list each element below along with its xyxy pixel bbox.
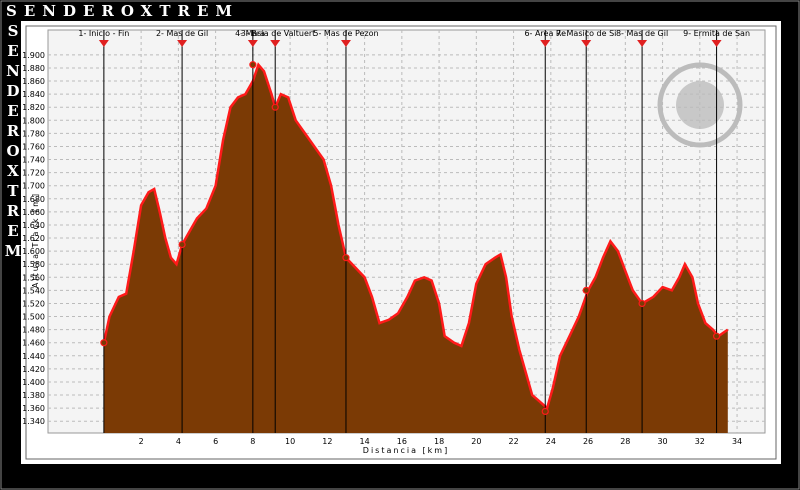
y-tick-label: 1.660 bbox=[22, 208, 45, 217]
y-tick-label: 1.880 bbox=[22, 64, 45, 73]
y-tick-label: 1.520 bbox=[22, 299, 45, 308]
y-tick-label: 1.800 bbox=[22, 116, 45, 125]
elevation-line bbox=[102, 62, 729, 411]
y-tick-label: 1.640 bbox=[22, 221, 45, 230]
waypoint-label: 9- Ermita de San bbox=[683, 29, 750, 38]
elevation-area bbox=[103, 64, 728, 433]
x-tick-label: 6 bbox=[213, 437, 218, 446]
y-tick-label: 1.580 bbox=[22, 260, 45, 269]
y-tick-label: 1.440 bbox=[22, 352, 45, 361]
x-tick-label: 22 bbox=[508, 437, 518, 446]
x-tick-label: 8 bbox=[250, 437, 255, 446]
brand-vertical: SENDEROXTREM bbox=[4, 22, 22, 262]
waypoint-flag bbox=[340, 40, 351, 47]
waypoint-flag bbox=[270, 40, 281, 47]
waypoint-marker bbox=[582, 286, 590, 294]
brand-title: SENDEROXTREM bbox=[6, 2, 239, 20]
waypoint-label: 2- Mas de Gil bbox=[156, 29, 208, 38]
x-tick-label: 4 bbox=[176, 437, 181, 446]
y-tick-label: 1.760 bbox=[22, 142, 45, 151]
waypoint-label: 7- Masico de Si bbox=[556, 29, 616, 38]
waypoint-label: 5- Mas de Pezon bbox=[313, 29, 378, 38]
x-tick-label: 34 bbox=[732, 437, 742, 446]
y-tick-label: 1.360 bbox=[22, 404, 45, 413]
waypoint-label: 4- Masia de Valtuert bbox=[235, 29, 315, 38]
y-tick-label: 1.620 bbox=[22, 234, 45, 243]
y-tick-label: 1.840 bbox=[22, 90, 45, 99]
waypoint-label: 6- Area Re bbox=[524, 29, 566, 38]
y-tick-label: 1.560 bbox=[22, 273, 45, 282]
y-tick-label: 1.600 bbox=[22, 247, 45, 256]
x-tick-label: 10 bbox=[285, 437, 295, 446]
y-tick-label: 1.480 bbox=[22, 326, 45, 335]
y-tick-label: 1.720 bbox=[22, 169, 45, 178]
y-tick-label: 1.420 bbox=[22, 365, 45, 374]
x-tick-label: 28 bbox=[620, 437, 630, 446]
waypoint-flag bbox=[247, 40, 258, 47]
waypoint-label: 8- Mas de Gil bbox=[616, 29, 668, 38]
y-tick-label: 1.860 bbox=[22, 77, 45, 86]
waypoint-flag bbox=[581, 40, 592, 47]
y-tick-label: 1.460 bbox=[22, 339, 45, 348]
waypoint-marker bbox=[249, 61, 257, 69]
x-tick-label: 26 bbox=[583, 437, 593, 446]
y-tick-label: 1.740 bbox=[22, 156, 45, 165]
x-tick-label: 30 bbox=[657, 437, 667, 446]
waypoint-flag bbox=[711, 40, 722, 47]
x-tick-label: 20 bbox=[471, 437, 481, 446]
y-tick-label: 1.340 bbox=[22, 417, 45, 426]
waypoint-flag bbox=[637, 40, 648, 47]
waypoint-marker bbox=[178, 240, 186, 249]
waypoint-marker bbox=[638, 299, 646, 308]
waypoint-label: 3- Bra bbox=[241, 29, 265, 38]
y-tick-label: 1.400 bbox=[22, 378, 45, 387]
waypoint-marker bbox=[712, 332, 721, 340]
y-tick-label: 1.380 bbox=[22, 391, 45, 400]
waypoint-flag bbox=[177, 40, 188, 47]
y-tick-label: 1.700 bbox=[22, 182, 45, 191]
x-tick-label: 2 bbox=[139, 437, 144, 446]
y-axis-label: Altura Track [m] bbox=[31, 192, 40, 288]
x-tick-label: 16 bbox=[397, 437, 407, 446]
x-tick-label: 18 bbox=[434, 437, 444, 446]
y-tick-label: 1.820 bbox=[22, 103, 45, 112]
x-tick-label: 14 bbox=[360, 437, 370, 446]
y-tick-label: 1.780 bbox=[22, 129, 45, 138]
y-tick-label: 1.540 bbox=[22, 286, 45, 295]
y-tick-label: 1.680 bbox=[22, 195, 45, 204]
x-tick-label: 12 bbox=[322, 437, 332, 446]
y-tick-label: 1.900 bbox=[22, 51, 45, 60]
waypoint-label: 1- Inicio - Fin bbox=[78, 29, 129, 38]
y-tick-label: 1.500 bbox=[22, 313, 45, 322]
waypoint-marker bbox=[342, 254, 350, 262]
x-tick-label: 32 bbox=[695, 437, 705, 446]
x-tick-label: 24 bbox=[546, 437, 556, 446]
waypoint-marker bbox=[271, 103, 279, 111]
waypoint-marker bbox=[100, 339, 108, 347]
waypoint-flag bbox=[98, 40, 109, 47]
waypoint-marker bbox=[541, 407, 549, 416]
waypoint-flag bbox=[540, 40, 551, 47]
x-axis-label: Distancia [km] bbox=[363, 446, 449, 455]
